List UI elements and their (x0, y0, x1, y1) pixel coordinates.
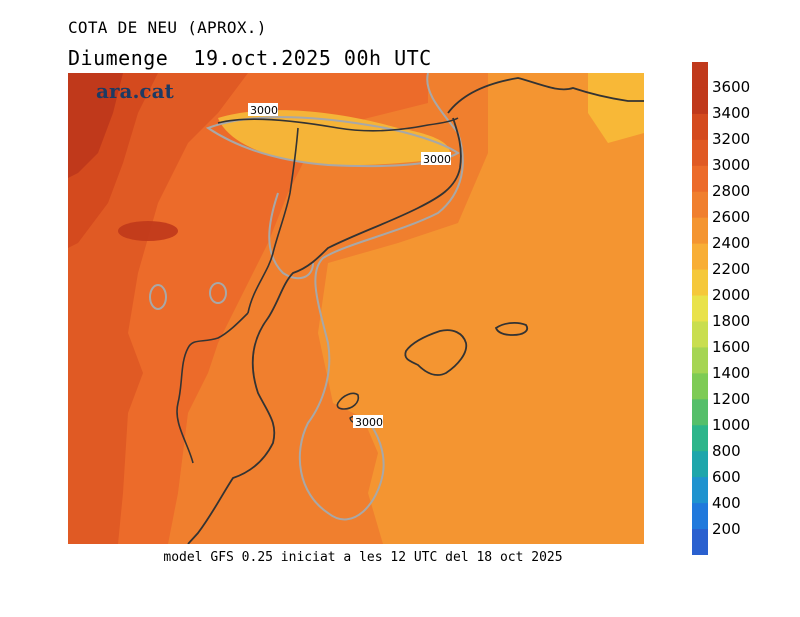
contour-3000-b (298, 73, 464, 521)
contour-3000-e (209, 282, 227, 304)
colorbar-label-3200: 3200 (712, 130, 751, 149)
zone-2400-northeast (588, 73, 644, 143)
contour-label-box-2 (421, 152, 451, 165)
colorbar-label-1000: 1000 (712, 415, 751, 434)
coastline-north-france (447, 77, 644, 114)
contour-label-box-1 (248, 103, 278, 116)
colorbar-segment-400 (692, 503, 708, 530)
day-label: Diumenge (68, 46, 169, 70)
island-menorca (494, 321, 528, 336)
colorbar-label-1600: 1600 (712, 337, 751, 356)
contour-label-1: 3000 (250, 104, 278, 117)
colorbar-label-2000: 2000 (712, 286, 751, 305)
colorbar-label-3000: 3000 (712, 156, 751, 175)
zone-3600 (68, 73, 123, 178)
colorbar-label-2400: 2400 (712, 234, 751, 253)
border-pyrenees (217, 117, 459, 132)
island-ibiza (336, 392, 360, 410)
colorbar-label-1400: 1400 (712, 363, 751, 382)
colorbar-label-1200: 1200 (712, 389, 751, 408)
contour-label-3: 3000 (355, 416, 383, 429)
colorbar-segment-3000 (692, 165, 708, 193)
colorbar-segment-1000 (692, 425, 708, 452)
colorbar-segment-3400 (692, 113, 708, 141)
map-title: COTA DE NEU (APROX.) (68, 18, 267, 37)
colorbar-label-3600: 3600 (712, 78, 751, 97)
zone-3400-spot (118, 221, 178, 241)
colorbar-label-400: 400 (712, 493, 741, 512)
colorbar-segment-1800 (692, 321, 708, 348)
colorbar-label-2600: 2600 (712, 208, 751, 227)
colorbar-label-3400: 3400 (712, 104, 751, 123)
colorbar-segment-2600 (692, 217, 708, 245)
coastline-valencia (176, 312, 249, 464)
colorbar-segment-2000 (692, 295, 708, 322)
snow-level-map: 3000 3000 3000 (68, 73, 644, 544)
contour-3000-c (268, 192, 314, 280)
contour-label-2: 3000 (423, 153, 451, 166)
colorbar-label-1800: 1800 (712, 311, 751, 330)
colorbar-legend (692, 62, 708, 555)
colorbar-label-2200: 2200 (712, 260, 751, 279)
date-label: 19.oct.2025 00h UTC (193, 46, 432, 70)
colorbar-segment-1600 (692, 347, 708, 374)
model-info-footer: model GFS 0.25 iniciat a les 12 UTC del … (163, 550, 563, 565)
colorbar-label-600: 600 (712, 467, 741, 486)
zone-3200 (68, 73, 248, 544)
colorbar-segment-1200 (692, 399, 708, 426)
colorbar-segment-200 (692, 529, 708, 555)
border-catalonia (247, 127, 299, 314)
colorbar-segment-top (692, 62, 708, 89)
map-subtitle: Diumenge 19.oct.2025 00h UTC (68, 46, 432, 70)
contour-label-box-3 (353, 415, 383, 428)
colorbar-label-800: 800 (712, 441, 741, 460)
colorbar-label-200: 200 (712, 519, 741, 538)
coastline-catalonia (187, 117, 462, 544)
colorbar-segment-3200 (692, 139, 708, 167)
colorbar-segment-3600 (692, 87, 708, 115)
contour-3000-d (149, 284, 167, 310)
ara-cat-logo: ara.cat (96, 79, 174, 103)
colorbar-label-2800: 2800 (712, 182, 751, 201)
colorbar-segment-600 (692, 477, 708, 504)
colorbar-segment-2400 (692, 243, 708, 271)
island-mallorca (404, 329, 468, 376)
colorbar-segment-800 (692, 451, 708, 478)
zone-2600-pyrenees (218, 110, 450, 166)
colorbar-segment-2800 (692, 191, 708, 219)
contour-3000-a (205, 116, 460, 168)
colorbar-segment-2200 (692, 269, 708, 297)
colorbar-segment-1400 (692, 373, 708, 400)
